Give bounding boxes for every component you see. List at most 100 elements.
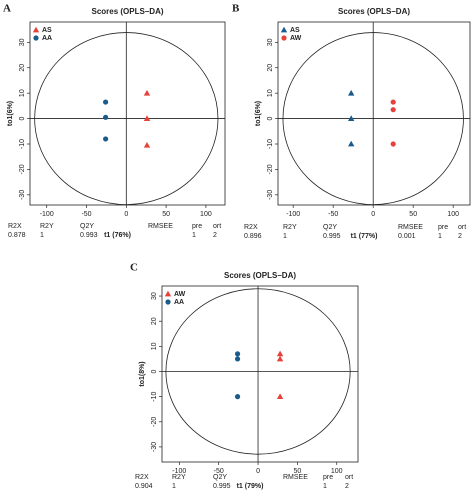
marker-triangle [276,355,284,362]
stat-value: 1 [192,232,196,239]
marker-circle [281,35,287,41]
x-tick-label: 50 [293,468,301,475]
stat-value: 1 [323,483,327,490]
stat-label: pre [192,223,202,230]
marker-circle [390,99,396,105]
y-tick-label: -30 [151,442,158,452]
stat-value: 1 [438,233,442,240]
x-axis-label: t1 (79%) [237,483,264,490]
confidence-ellipse [34,32,219,205]
x-tick-label: 50 [162,211,170,218]
chart-title: Scores (OPLS–DA) [91,7,163,16]
stat-label: Q2Y [213,474,227,481]
marker-circle [165,299,171,305]
stat-label: R2X [135,474,149,481]
x-tick-label: 0 [371,211,375,218]
x-tick-label: -50 [81,211,91,218]
marker-triangle [32,26,40,33]
panel-label: C [130,262,138,274]
legend-label: AA [174,299,184,306]
y-tick-label: -10 [267,139,274,149]
x-tick-label: 50 [409,211,417,218]
chart-title: Scores (OPLS–DA) [224,271,296,280]
y-axis-label: to1(8%) [139,361,146,386]
stat-value: 2 [458,233,462,240]
y-tick-label: -20 [151,417,158,427]
plot-frame [277,21,471,206]
marker-triangle [143,89,151,96]
plot-frame [161,285,359,463]
stat-label: R2Y [40,223,54,230]
y-tick-label: -10 [151,391,158,401]
marker-triangle [348,89,355,96]
y-tick-label: 20 [267,64,274,72]
x-tick-label: -100 [40,211,54,218]
y-tick-label: 10 [267,89,274,97]
y-tick-label: 0 [267,117,274,121]
y-tick-label: 10 [151,342,158,350]
stat-value: 0.995 [323,233,341,240]
marker-circle [390,107,396,113]
marker-circle [390,141,396,147]
panel-label: A [3,3,11,15]
stat-value: 0.878 [8,232,26,239]
x-tick-label: -50 [328,211,338,218]
stat-label: ort [213,223,221,230]
x-tick-label: -100 [286,211,300,218]
stat-label: pre [438,224,448,231]
y-tick-label: 10 [19,89,26,97]
confidence-ellipse [282,32,464,205]
stat-value: 1 [40,232,44,239]
x-tick-label: -100 [172,468,186,475]
legend-label: AS [42,27,52,34]
x-tick-label: 100 [331,468,343,475]
stat-label: R2Y [283,224,297,231]
y-tick-label: -30 [19,190,26,200]
stat-label: R2X [244,224,258,231]
marker-triangle [348,140,355,147]
marker-circle [234,356,241,362]
y-tick-label: -20 [19,164,26,174]
marker-triangle [143,115,151,121]
stat-value: 0.904 [135,483,153,490]
marker-triangle [164,290,172,297]
legend-label: AA [42,35,52,42]
plot-frame [29,21,226,206]
panel-label: B [232,3,240,15]
chart-title: Scores (OPLS–DA) [338,7,410,16]
y-axis-label: to1(6%) [7,101,14,126]
marker-circle [234,394,241,400]
x-tick-label: -50 [214,468,224,475]
y-tick-label: -10 [19,139,26,149]
confidence-ellipse [165,288,351,455]
stat-label: ort [458,224,466,231]
y-tick-label: -30 [267,190,274,200]
legend-label: AW [290,35,302,42]
marker-triangle [276,350,284,357]
legend-label: AW [174,291,186,298]
stat-label: pre [323,474,333,481]
x-axis-label: t1 (76%) [104,232,131,239]
legend-label: AS [290,27,300,34]
x-tick-label: 100 [200,211,212,218]
stat-value: 2 [345,483,349,490]
y-axis-label: to1(6%) [255,101,262,126]
y-tick-label: 30 [151,292,158,300]
marker-circle [33,35,39,41]
y-tick-label: 0 [19,117,26,121]
stat-label: Q2Y [323,224,337,231]
stat-label: R2Y [172,474,186,481]
marker-circle [103,114,109,120]
marker-triangle [276,393,284,400]
stat-value: 2 [213,232,217,239]
x-tick-label: 0 [256,468,260,475]
y-tick-label: 0 [151,369,158,373]
x-axis-label: t1 (77%) [351,233,378,240]
stat-label: RMSEE [283,474,308,481]
y-tick-label: 20 [19,64,26,72]
stat-value: 0.896 [244,233,262,240]
stat-label: RMSEE [398,224,423,231]
stat-label: RMSEE [148,223,173,230]
marker-triangle [348,115,355,121]
